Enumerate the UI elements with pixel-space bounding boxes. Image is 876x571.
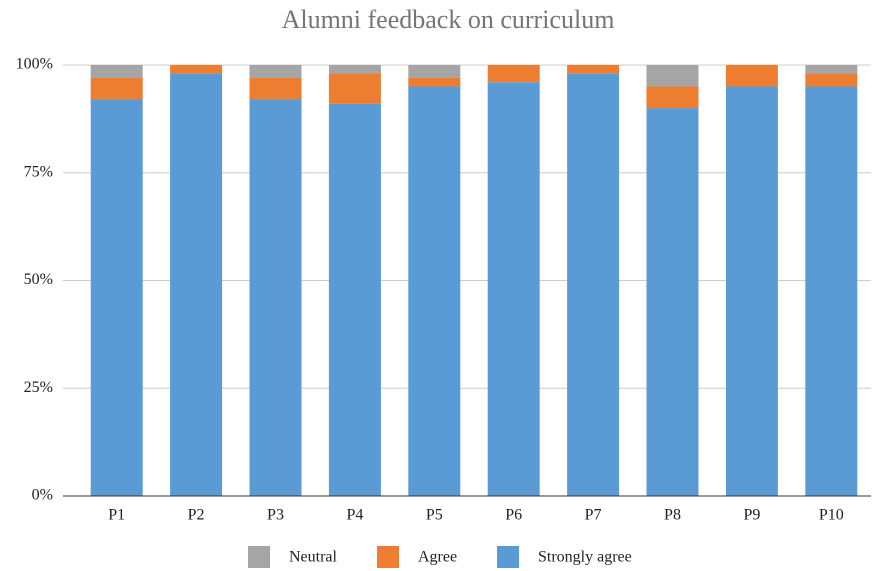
y-tick-label: 0% (32, 487, 53, 504)
x-tick-label: P6 (505, 507, 522, 524)
bar-segment (249, 65, 302, 78)
legend-label: Strongly agree (538, 549, 632, 566)
bar-segment (805, 65, 858, 74)
bar-segment (170, 65, 223, 74)
bar-segment (408, 86, 461, 497)
x-tick-label: P2 (188, 507, 205, 524)
bar-segment (805, 86, 858, 497)
legend-label: Agree (418, 549, 457, 566)
x-tick-label: P3 (267, 507, 284, 524)
legend-swatch (497, 546, 519, 568)
bar-segment (249, 77, 302, 100)
x-tick-label: P5 (426, 507, 443, 524)
chart-title: Alumni feedback on curriculum (282, 5, 615, 34)
bar-segment (328, 65, 381, 74)
bar-segment (328, 103, 381, 496)
bar-segment (805, 73, 858, 87)
bar-segment (567, 73, 620, 497)
bar-segment (487, 65, 540, 83)
bar-segment (90, 77, 143, 100)
bar-segment (170, 73, 223, 497)
bar-segment (646, 108, 699, 496)
x-tick-label: P4 (346, 507, 363, 524)
legend-label: Neutral (289, 549, 338, 566)
bar-segment (646, 65, 699, 87)
bar-segment (328, 73, 381, 104)
bar-segment (567, 65, 620, 74)
bar-segment (408, 77, 461, 87)
y-tick-label: 75% (24, 163, 53, 180)
legend-swatch (248, 546, 270, 568)
bar-segment (646, 86, 699, 109)
bar-segment (408, 65, 461, 78)
bar-segment (487, 82, 540, 497)
bar-segment (249, 99, 302, 496)
y-tick-label: 50% (24, 271, 53, 288)
y-tick-label: 100% (16, 56, 53, 73)
y-tick-label: 25% (24, 379, 53, 396)
bar-segment (725, 65, 778, 87)
bar-segment (90, 99, 143, 496)
legend-swatch (377, 546, 399, 568)
x-tick-label: P1 (108, 507, 125, 524)
bar-segment (725, 86, 778, 497)
bar-segment (90, 65, 143, 78)
x-tick-label: P7 (585, 507, 602, 524)
x-tick-label: P10 (819, 507, 844, 524)
x-tick-label: P9 (743, 507, 760, 524)
x-tick-label: P8 (664, 507, 681, 524)
